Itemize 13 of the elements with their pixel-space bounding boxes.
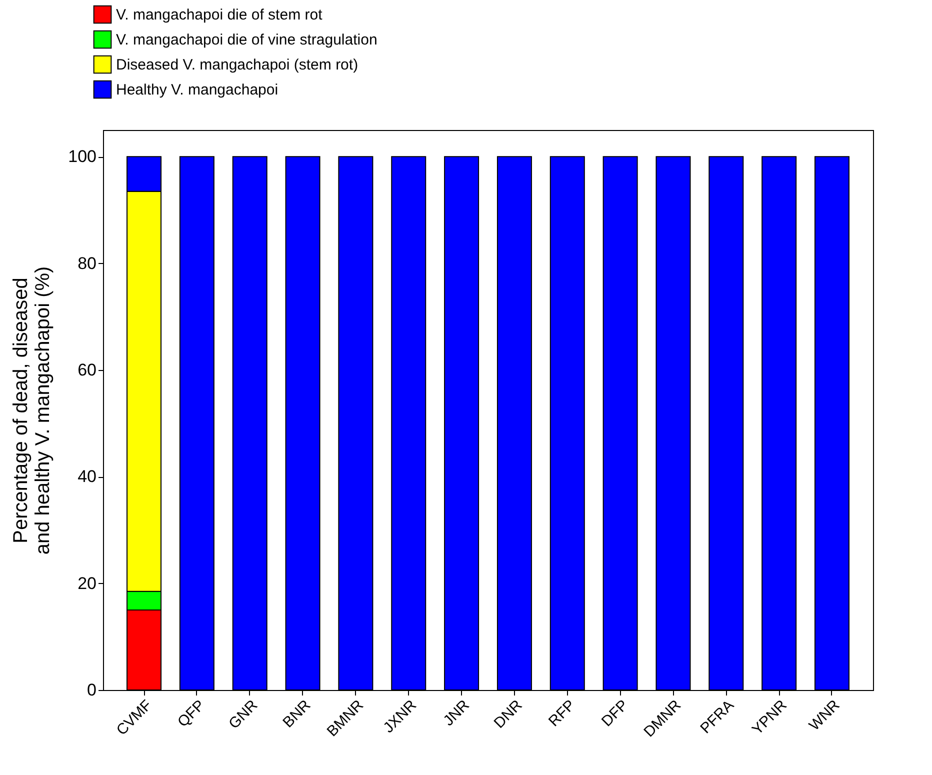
y-tick-label: 100	[68, 147, 96, 166]
y-tick-label: 0	[87, 680, 96, 700]
legend-label: V. mangachapoi die of vine stragulation	[116, 32, 378, 48]
y-axis-title: Percentage of dead, diseased and healthy V. mangachapoi (%)	[10, 266, 54, 555]
x-tick-label: JNR	[440, 696, 473, 730]
y-tick-label: 60	[78, 360, 96, 380]
x-tick-label: QFP	[174, 696, 208, 731]
legend-label: V. mangachapoi die of stem rot	[116, 6, 324, 24]
legend-label: Healthy V. mangachapoi	[116, 82, 278, 98]
legend-label: Diseased V. mangachapoi (stem rot)	[116, 56, 358, 74]
y-tick-label: 80	[78, 254, 96, 273]
y-tick-label: 20	[78, 574, 96, 593]
y-tick-label: 40	[78, 467, 96, 486]
